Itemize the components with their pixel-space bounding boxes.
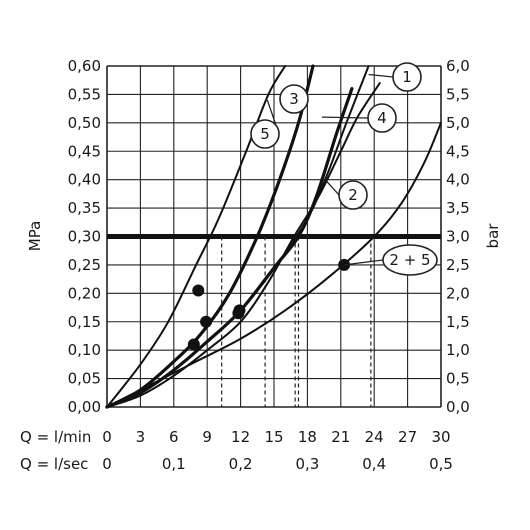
series-lines bbox=[105, 64, 442, 409]
y-tick-label-left: 0,40 bbox=[68, 171, 101, 189]
x-tick-label-lmin: 3 bbox=[136, 428, 146, 446]
series-line-2-5 bbox=[106, 121, 442, 408]
callout-leader-2 bbox=[324, 179, 340, 196]
y-tick-label-right: 2,5 bbox=[446, 256, 470, 274]
y-tick-label-right: 4,5 bbox=[446, 142, 470, 160]
x-tick-label-lmin: 18 bbox=[298, 428, 317, 446]
x-tick-label-lsec: 0,2 bbox=[229, 455, 253, 473]
callout-label-1: 1 bbox=[402, 68, 412, 86]
callout-circle-2 bbox=[338, 180, 368, 210]
y-tick-label-left: 0,60 bbox=[68, 57, 101, 75]
callout-label-3: 3 bbox=[289, 90, 299, 108]
y-tick-label-left: 0,35 bbox=[68, 199, 101, 217]
callout-label-4: 4 bbox=[377, 109, 387, 127]
x-tick-label-lmin: 0 bbox=[102, 428, 112, 446]
y-tick-label-right: 5,0 bbox=[446, 114, 470, 132]
x-tick-label-lmin: 27 bbox=[398, 428, 417, 446]
y-tick-label-left: 0,30 bbox=[68, 228, 101, 246]
y-tick-label-right: 6,0 bbox=[446, 57, 470, 75]
y-tick-label-left: 0,10 bbox=[68, 341, 101, 359]
callout-label-2-5: 2 + 5 bbox=[389, 251, 430, 269]
series-marker bbox=[192, 284, 205, 297]
callout-leader-1 bbox=[368, 73, 394, 78]
series-callouts: 1 3 4 5 2 2 + 5 bbox=[250, 62, 438, 276]
left-axis-title: MPa bbox=[26, 221, 44, 252]
y-tick-label-left: 0,15 bbox=[68, 313, 101, 331]
callout-circle-5 bbox=[250, 119, 280, 149]
callout-leader-2-5 bbox=[344, 259, 384, 266]
x-tick-label-lsec: 0 bbox=[102, 455, 112, 473]
y-tick-label-right: 2,0 bbox=[446, 284, 470, 302]
callout-label-2: 2 bbox=[348, 186, 358, 204]
series-line-5 bbox=[106, 65, 287, 408]
x-tick-label-lmin: 30 bbox=[431, 428, 450, 446]
series-marker bbox=[200, 315, 213, 328]
x-tick-label-lmin: 12 bbox=[231, 428, 250, 446]
y-tick-label-left: 0,20 bbox=[68, 284, 101, 302]
series-line-2 bbox=[106, 82, 381, 408]
callout-ellipse-2-5 bbox=[382, 244, 438, 276]
x-axis-title-lsec: Q = l/sec bbox=[20, 455, 88, 473]
x-tick-label-lmin: 21 bbox=[331, 428, 350, 446]
right-axis-title: bar bbox=[484, 223, 502, 249]
y-tick-label-left: 0,00 bbox=[68, 398, 101, 416]
series-marker bbox=[233, 304, 246, 317]
callout-label-5: 5 bbox=[260, 125, 270, 143]
x-tick-label-lmin: 6 bbox=[169, 428, 179, 446]
y-tick-label-right: 5,5 bbox=[446, 85, 470, 103]
y-tick-label-left: 0,50 bbox=[68, 114, 101, 132]
x-axis-title-lmin: Q = l/min bbox=[20, 428, 91, 446]
dashed-drop-lines bbox=[221, 236, 372, 407]
y-tick-label-right: 1,5 bbox=[446, 313, 470, 331]
x-tick-label-lsec: 0,3 bbox=[295, 455, 319, 473]
callout-circle-1 bbox=[392, 62, 422, 92]
callout-leader-4 bbox=[321, 116, 369, 119]
series-line-3 bbox=[105, 64, 315, 409]
callout-circle-4 bbox=[367, 103, 397, 133]
y-tick-label-right: 4,0 bbox=[446, 171, 470, 189]
y-tick-label-left: 0,25 bbox=[68, 256, 101, 274]
tick-labels: 0,000,050,100,150,200,250,300,350,400,45… bbox=[68, 57, 470, 473]
axis-titles: MPa bar Q = l/min Q = l/sec bbox=[20, 221, 502, 473]
callout-circle-3 bbox=[279, 84, 309, 114]
x-tick-label-lsec: 0,4 bbox=[362, 455, 386, 473]
y-tick-label-left: 0,05 bbox=[68, 370, 101, 388]
y-tick-label-right: 3,5 bbox=[446, 199, 470, 217]
y-tick-label-left: 0,45 bbox=[68, 142, 101, 160]
y-tick-label-left: 0,55 bbox=[68, 85, 101, 103]
x-tick-label-lsec: 0,1 bbox=[162, 455, 186, 473]
x-tick-label-lmin: 9 bbox=[202, 428, 212, 446]
y-tick-label-right: 1,0 bbox=[446, 341, 470, 359]
x-tick-label-lsec: 0,5 bbox=[429, 455, 453, 473]
x-tick-label-lmin: 24 bbox=[365, 428, 384, 446]
series-markers bbox=[187, 258, 351, 351]
series-marker bbox=[187, 338, 200, 351]
y-tick-label-right: 3,0 bbox=[446, 228, 470, 246]
y-tick-label-right: 0,0 bbox=[446, 398, 470, 416]
x-tick-label-lmin: 15 bbox=[264, 428, 283, 446]
y-tick-label-right: 0,5 bbox=[446, 370, 470, 388]
